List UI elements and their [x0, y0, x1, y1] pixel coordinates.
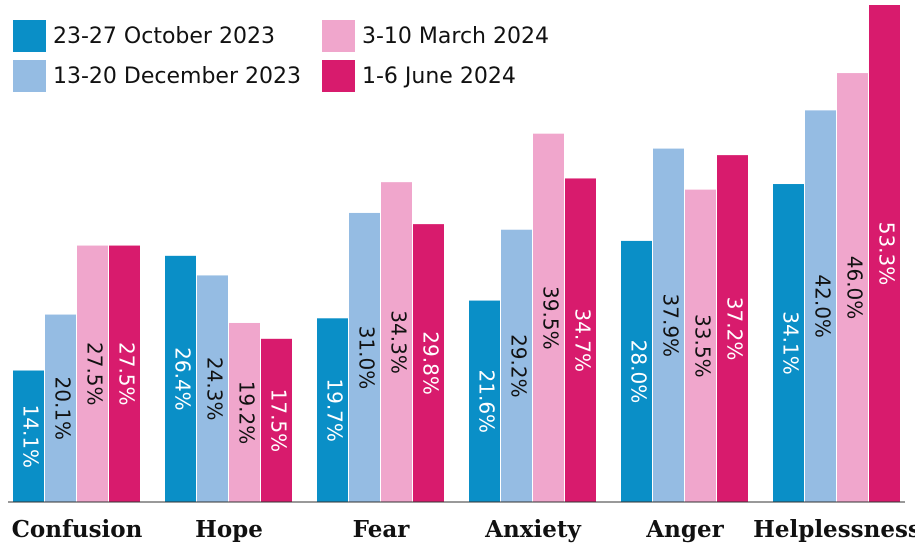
bar: [13, 370, 44, 502]
bar-value-label: 37.9%: [659, 294, 683, 358]
bar: [197, 275, 228, 502]
legend-swatch: [13, 20, 46, 52]
bar: [805, 110, 836, 502]
bar: [869, 5, 900, 502]
bar-value-label: 53.3%: [875, 222, 899, 286]
bar-value-label: 46.0%: [843, 256, 867, 320]
bar: [653, 148, 684, 502]
bar: [261, 338, 292, 502]
bar-value-label: 31.0%: [355, 326, 379, 390]
bar: [381, 182, 412, 502]
bar: [349, 212, 380, 502]
category-label: Hope: [195, 516, 263, 543]
bar: [717, 155, 748, 502]
bar: [837, 73, 868, 502]
bar-value-label: 27.5%: [115, 342, 139, 406]
legend-label: 23-27 October 2023: [53, 24, 275, 49]
category-label: Confusion: [12, 516, 143, 543]
legend-swatch: [13, 60, 46, 92]
bar: [413, 224, 444, 503]
bar-value-label: 39.5%: [539, 286, 563, 350]
bar: [685, 189, 716, 502]
bar: [621, 240, 652, 503]
bar-value-label: 33.5%: [691, 314, 715, 378]
bar: [533, 133, 564, 502]
bar-value-label: 14.1%: [19, 404, 43, 468]
bar: [317, 318, 348, 502]
bar-value-label: 37.2%: [723, 297, 747, 361]
legend-swatch: [322, 20, 355, 52]
bar: [45, 314, 76, 502]
bar-value-label: 34.3%: [387, 310, 411, 374]
category-label: Anxiety: [484, 516, 581, 543]
bar-value-label: 27.5%: [83, 342, 107, 406]
bar: [469, 300, 500, 502]
bar-value-label: 29.2%: [507, 334, 531, 398]
bar: [501, 229, 532, 502]
bar-value-label: 34.7%: [571, 308, 595, 372]
bar: [77, 245, 108, 503]
category-label: Anger: [645, 516, 724, 543]
legend-swatch: [322, 60, 355, 92]
legend-label: 13-20 December 2023: [53, 64, 301, 89]
bar: [109, 245, 140, 503]
bar-value-label: 29.8%: [419, 331, 443, 395]
bar-value-label: 28.0%: [627, 340, 651, 404]
bar-value-label: 26.4%: [171, 347, 195, 411]
bar: [229, 322, 260, 502]
category-label: Fear: [353, 516, 411, 543]
bar: [773, 184, 804, 502]
legend-label: 3-10 March 2024: [362, 24, 549, 49]
bar-value-label: 34.1%: [779, 311, 803, 375]
bar-value-label: 19.7%: [323, 378, 347, 442]
bar-value-label: 24.3%: [203, 357, 227, 421]
bar-value-label: 42.0%: [811, 274, 835, 338]
category-label: Helplessness: [753, 516, 915, 543]
bar-value-label: 17.5%: [267, 389, 291, 453]
bar-value-label: 19.2%: [235, 381, 259, 445]
bar-value-label: 20.1%: [51, 377, 75, 441]
legend-label: 1-6 June 2024: [362, 64, 516, 89]
bar: [565, 178, 596, 503]
bar: [165, 255, 196, 502]
bar-value-label: 21.6%: [475, 370, 499, 434]
